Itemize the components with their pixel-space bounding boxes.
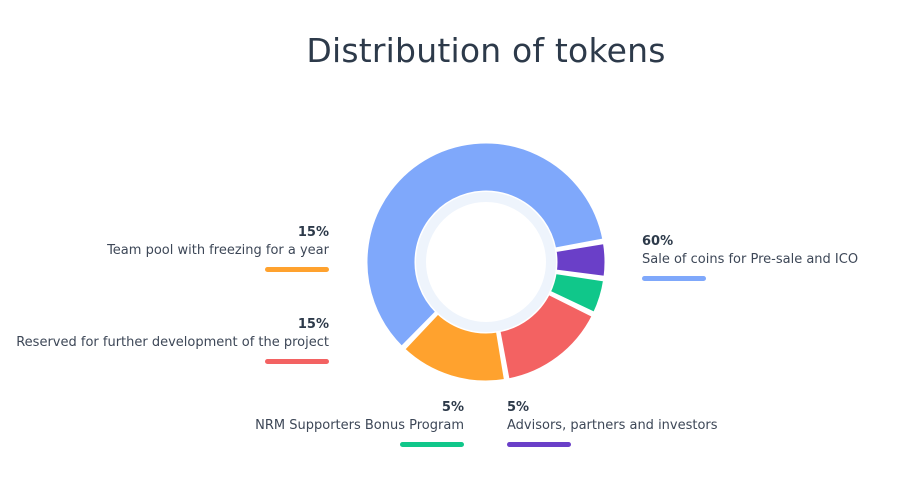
legend-label-reserved: Reserved for further development of the … bbox=[16, 335, 329, 350]
legend-swatch-nrm bbox=[400, 442, 464, 447]
legend-item-team: 15% Team pool with freezing for a year bbox=[107, 224, 329, 272]
legend-label-team: Team pool with freezing for a year bbox=[107, 243, 329, 258]
legend-item-advisors: 5% Advisors, partners and investors bbox=[507, 399, 718, 447]
page-title: Distribution of tokens bbox=[306, 31, 666, 70]
legend-value-advisors: 5% bbox=[507, 400, 530, 415]
legend-swatch-team bbox=[265, 267, 329, 272]
legend-label-advisors: Advisors, partners and investors bbox=[507, 418, 718, 433]
donut-inner-ring bbox=[416, 192, 556, 332]
legend-swatch-advisors bbox=[507, 442, 571, 447]
legend-item-nrm: 5% NRM Supporters Bonus Program bbox=[255, 399, 464, 447]
legend-label-nrm: NRM Supporters Bonus Program bbox=[255, 418, 464, 433]
legend-value-nrm: 5% bbox=[441, 400, 464, 415]
legend-item-sale: 60% Sale of coins for Pre-sale and ICO bbox=[642, 233, 858, 281]
legend-item-reserved: 15% Reserved for further development of … bbox=[16, 316, 329, 364]
legend-label-sale: Sale of coins for Pre-sale and ICO bbox=[642, 252, 859, 267]
legend-swatch-sale bbox=[642, 276, 706, 281]
legend-swatch-reserved bbox=[265, 359, 329, 364]
legend-value-sale: 60% bbox=[642, 234, 674, 249]
legend-value-team: 15% bbox=[297, 225, 329, 240]
legend-value-reserved: 15% bbox=[297, 317, 329, 332]
